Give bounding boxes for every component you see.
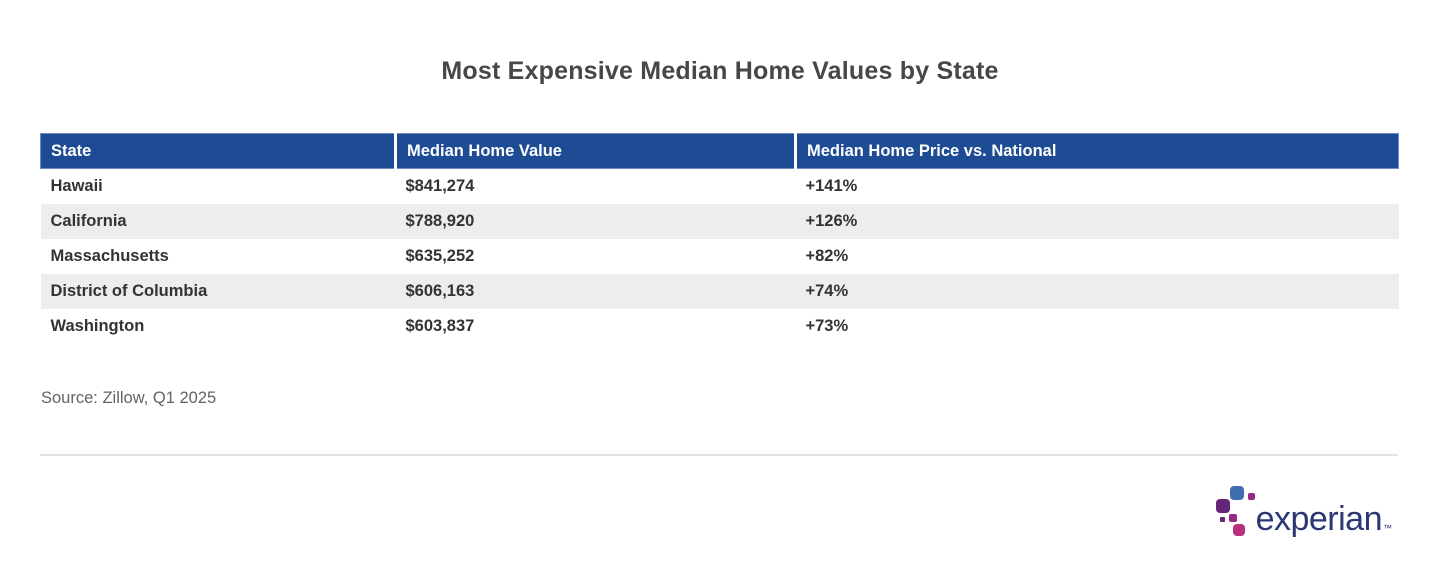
column-header-state: State: [40, 133, 397, 169]
cell-value: $788,920: [395, 203, 796, 239]
logo-square-purple: [1215, 499, 1230, 513]
cell-vs-national: +126%: [795, 203, 1399, 239]
table-row: District of Columbia $606,163 +74%: [40, 273, 1399, 309]
logo-square-pink: [1232, 524, 1245, 536]
cell-state: Washington: [50, 316, 145, 335]
cell-value: $635,252: [405, 246, 475, 265]
table-header: State Median Home Value Median Home Pric…: [40, 133, 1399, 169]
page-title: Most Expensive Median Home Values by Sta…: [441, 57, 999, 85]
trademark-symbol: ™: [1383, 523, 1392, 533]
logo-square-blue: [1229, 486, 1244, 500]
table-row: Hawaii $841,274 +141%: [41, 169, 1399, 204]
column-header-vs-national: Median Home Price vs. National: [795, 133, 1399, 169]
cell-vs-national: +73%: [805, 316, 849, 335]
table-header-row: State Median Home Value Median Home Pric…: [40, 133, 1399, 169]
experian-logo: experian ™: [1215, 486, 1392, 538]
table-row: Washington $603,837 +73%: [41, 309, 1399, 344]
experian-logo-icon: [1215, 486, 1260, 538]
horizontal-divider: [40, 454, 1398, 456]
cell-vs-national: +141%: [805, 176, 858, 195]
source-attribution: Source: Zillow, Q1 2025: [41, 389, 217, 407]
cell-state: District of Columbia: [40, 273, 396, 309]
experian-wordmark: experian: [1255, 500, 1383, 538]
logo-square-purple-small: [1219, 517, 1225, 522]
home-values-table: State Median Home Value Median Home Pric…: [40, 133, 1399, 344]
table-row: Massachusetts $635,252 +82%: [41, 239, 1399, 274]
cell-state: Hawaii: [50, 176, 103, 195]
cell-value: $841,274: [405, 176, 475, 195]
logo-square-magenta-medium: [1228, 514, 1237, 522]
logo-square-magenta-small: [1247, 493, 1255, 500]
cell-value: $606,163: [395, 273, 796, 309]
cell-vs-national: +82%: [805, 246, 849, 265]
cell-value: $603,837: [405, 316, 475, 335]
table-row: California $788,920 +126%: [40, 203, 1399, 239]
column-header-median-home-value: Median Home Value: [395, 133, 797, 169]
cell-state: Massachusetts: [50, 246, 169, 265]
cell-state: California: [40, 203, 396, 239]
cell-vs-national: +74%: [795, 273, 1399, 309]
